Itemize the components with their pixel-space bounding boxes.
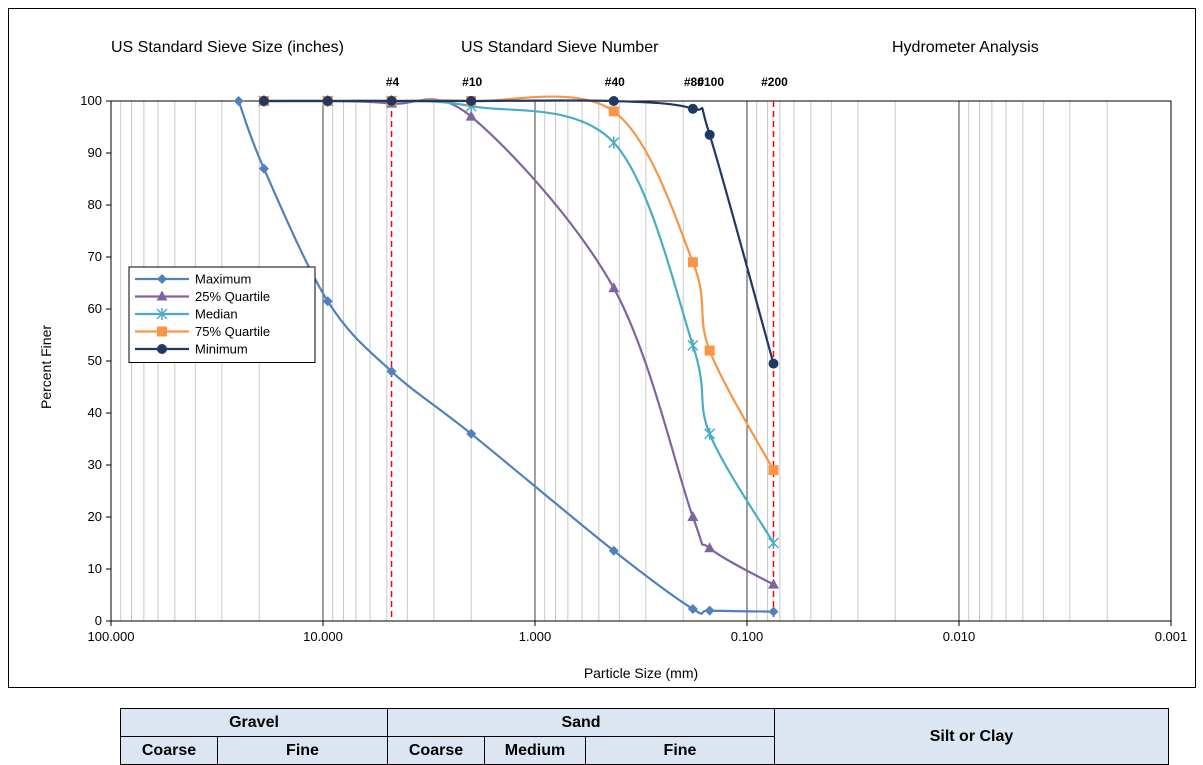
- data-point-marker: [386, 366, 397, 377]
- sand-medium: Medium: [484, 736, 586, 765]
- data-point-marker: [767, 578, 779, 589]
- data-point-marker: [157, 326, 167, 337]
- x-tick-label: 0.001: [1155, 629, 1188, 644]
- data-point-marker: [704, 129, 715, 140]
- data-point-marker: [233, 96, 244, 106]
- x-tick-label: 1.000: [519, 629, 552, 644]
- data-point-marker: [608, 136, 620, 149]
- series-25-quartile: [258, 95, 779, 589]
- data-point-marker: [466, 428, 477, 439]
- legend-item: 25% Quartile: [135, 289, 270, 304]
- y-tick-label: 40: [88, 405, 102, 420]
- gravel-fine: Fine: [217, 736, 388, 765]
- chart-frame: US Standard Sieve Size (inches) US Stand…: [8, 8, 1196, 688]
- y-tick-label: 70: [88, 249, 102, 264]
- data-point-marker: [608, 96, 619, 106]
- data-point-marker: [704, 345, 715, 356]
- y-tick-label: 0: [95, 613, 102, 628]
- data-point-marker: [687, 257, 698, 268]
- y-tick-label: 80: [88, 197, 102, 212]
- data-point-marker: [156, 308, 168, 320]
- legend-item: 75% Quartile: [135, 324, 270, 339]
- data-point-marker: [465, 110, 477, 121]
- data-point-marker: [156, 290, 168, 301]
- gravel-header: Gravel: [120, 708, 388, 737]
- sieve-size-header: US Standard Sieve Size (inches): [111, 39, 344, 56]
- sieve-label: #4: [386, 75, 400, 89]
- series-group: [233, 95, 780, 617]
- data-point-marker: [258, 163, 269, 174]
- data-point-marker: [687, 339, 699, 352]
- data-point-marker: [687, 604, 698, 615]
- soil-classification-table: Gravel Sand Silt or Clay Coarse Fine Coa…: [120, 708, 1169, 765]
- data-point-marker: [768, 358, 779, 369]
- series-line: [263, 95, 775, 471]
- legend-item: Minimum: [135, 342, 248, 357]
- sieve-label: #200: [761, 75, 788, 89]
- sand-fine: Fine: [585, 736, 775, 765]
- gravel-coarse: Coarse: [120, 736, 218, 765]
- sieve-label: #80: [684, 75, 704, 89]
- legend-item: Median: [135, 307, 238, 322]
- legend-item: Maximum: [135, 272, 251, 287]
- sand-coarse: Coarse: [387, 736, 485, 765]
- data-point-marker: [258, 96, 269, 106]
- legend-label: 25% Quartile: [195, 289, 270, 304]
- hydrometer-header: Hydrometer Analysis: [892, 39, 1039, 56]
- data-point-marker: [704, 427, 716, 440]
- data-point-marker: [322, 296, 333, 307]
- sieve-label: #10: [462, 75, 482, 89]
- series-line: [237, 100, 774, 615]
- y-tick-label: 100: [80, 93, 102, 108]
- series-75-quartile: [258, 95, 779, 476]
- series-line: [263, 99, 775, 364]
- data-point-marker: [687, 103, 698, 114]
- data-point-marker: [157, 344, 167, 354]
- x-axis-title: Particle Size (mm): [584, 665, 698, 681]
- sieve-number-header: US Standard Sieve Number: [461, 39, 659, 56]
- sand-header: Sand: [387, 708, 775, 737]
- chart-text: US Standard Sieve Size (inches) US Stand…: [38, 39, 1187, 681]
- sieve-label: #40: [605, 75, 625, 89]
- y-tick-label: 20: [88, 509, 102, 524]
- gradation-chart: US Standard Sieve Size (inches) US Stand…: [38, 39, 1187, 681]
- series-maximum: [233, 96, 779, 617]
- x-tick-label: 0.010: [943, 629, 976, 644]
- x-tick-label: 0.100: [731, 629, 764, 644]
- x-tick-label: 100.000: [88, 629, 135, 644]
- series-minimum: [258, 96, 779, 369]
- y-tick-label: 50: [88, 353, 102, 368]
- y-tick-label: 90: [88, 145, 102, 160]
- data-point-marker: [687, 511, 699, 521]
- data-point-marker: [767, 537, 780, 549]
- data-point-marker: [768, 465, 779, 476]
- series-line: [263, 99, 775, 544]
- legend-label: Median: [195, 307, 238, 322]
- data-point-marker: [157, 274, 167, 284]
- legend-label: 75% Quartile: [195, 324, 270, 339]
- data-point-marker: [704, 542, 716, 553]
- y-tick-label: 60: [88, 301, 102, 316]
- data-point-marker: [466, 96, 477, 106]
- legend-label: Maximum: [195, 272, 251, 287]
- data-point-marker: [386, 96, 397, 106]
- legend: Maximum 25% Quartile Median 75% Quartile Min…: [128, 266, 316, 363]
- data-point-marker: [608, 282, 620, 293]
- y-axis-title: Percent Finer: [38, 325, 54, 409]
- data-point-marker: [608, 545, 619, 556]
- data-point-marker: [608, 106, 619, 117]
- y-tick-label: 30: [88, 457, 102, 472]
- data-point-marker: [322, 96, 333, 106]
- y-tick-label: 10: [88, 561, 102, 576]
- data-point-marker: [704, 605, 715, 616]
- legend-label: Minimum: [195, 342, 248, 357]
- sieve-label: #100: [697, 75, 724, 89]
- silt-clay-header: Silt or Clay: [774, 708, 1169, 765]
- data-point-marker: [768, 606, 779, 617]
- x-tick-label: 10.000: [303, 629, 343, 644]
